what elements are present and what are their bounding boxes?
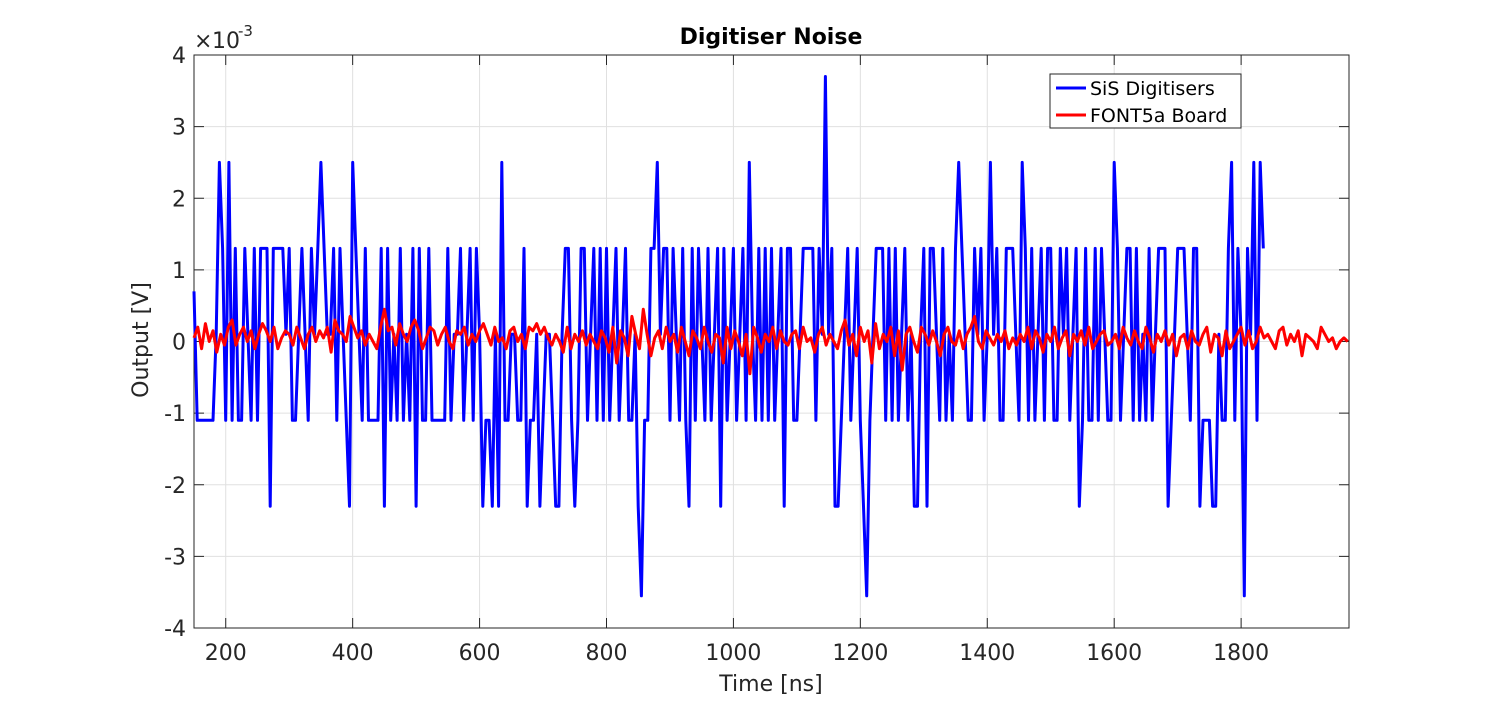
- x-tick-label: 1000: [705, 641, 761, 666]
- x-tick-label: 800: [586, 641, 628, 666]
- x-tick-label: 400: [332, 641, 374, 666]
- y-tick-label: -4: [164, 617, 186, 642]
- x-tick-label: 1200: [832, 641, 888, 666]
- y-tick-label: 1: [172, 259, 186, 284]
- legend-label-font5a: FONT5a Board: [1090, 105, 1227, 127]
- multiplier-exponent: -3: [238, 22, 253, 40]
- y-tick-label: 0: [172, 331, 186, 356]
- x-tick-label: 1600: [1086, 641, 1142, 666]
- x-tick-label: 600: [459, 641, 501, 666]
- legend: SiS Digitisers FONT5a Board: [1049, 73, 1242, 129]
- y-axis-multiplier: × 10 -3: [194, 22, 253, 54]
- chart-title: Digitiser Noise: [680, 25, 863, 50]
- legend-label-sis: SiS Digitisers: [1090, 78, 1215, 100]
- series-lines: [192, 75, 1349, 598]
- multiplier-base: 10: [212, 29, 240, 54]
- multiplier-times: ×: [194, 29, 212, 54]
- y-axis-ticks: -4 -3 -2 -1 0 1 2 3 4: [164, 44, 1349, 642]
- y-tick-label: -3: [164, 545, 186, 570]
- x-axis-label: Time [ns]: [718, 672, 822, 697]
- x-tick-label: 200: [205, 641, 247, 666]
- x-tick-label: 1800: [1213, 641, 1269, 666]
- legend-box: [1049, 73, 1242, 129]
- y-tick-label: 3: [172, 116, 186, 141]
- y-tick-label: 2: [172, 187, 186, 212]
- y-tick-label: -2: [164, 474, 186, 499]
- y-tick-label: -1: [164, 402, 186, 427]
- series-line-sis-digitisers: [192, 75, 1265, 598]
- x-tick-label: 1400: [959, 641, 1015, 666]
- y-tick-label: 4: [172, 44, 186, 69]
- y-axis-label: Output [V]: [129, 282, 154, 398]
- series-line-font5a-board: [192, 307, 1349, 376]
- x-axis-ticks: 200 400 600 800 1000 1200 1400 1600 1800: [205, 55, 1269, 666]
